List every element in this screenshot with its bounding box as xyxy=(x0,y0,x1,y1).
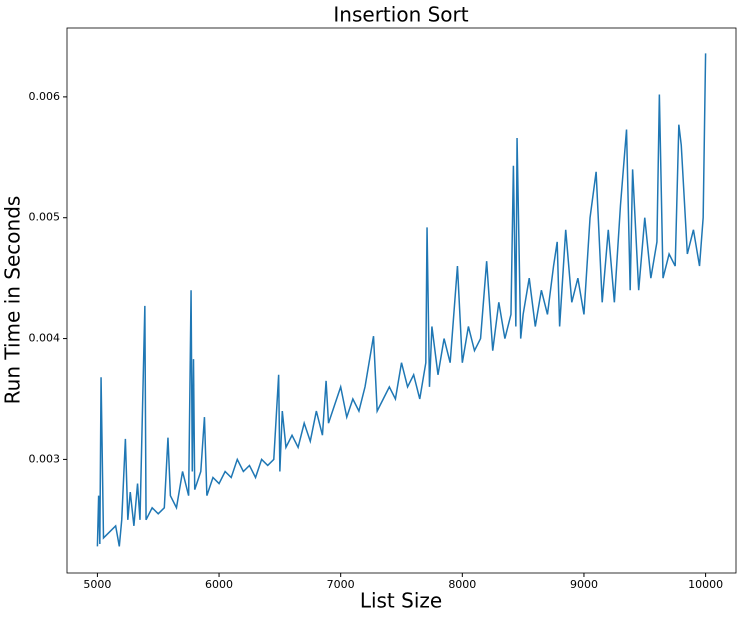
x-tick-label: 6000 xyxy=(205,578,233,591)
x-tick-label: 10000 xyxy=(688,578,723,591)
line xyxy=(96,53,707,547)
x-tick-label: 5000 xyxy=(83,578,111,591)
x-tick-label: 7000 xyxy=(327,578,355,591)
y-tick-label: 0.003 xyxy=(29,452,61,465)
chart-title: Insertion Sort xyxy=(333,3,468,27)
x-tick-label: 9000 xyxy=(570,578,598,591)
plot-frame xyxy=(66,27,737,574)
y-tick-label: 0.005 xyxy=(29,211,61,224)
x-axis-label: List Size xyxy=(360,589,442,613)
x-tick-label: 8000 xyxy=(448,578,476,591)
y-axis-label: Run Time in Seconds xyxy=(1,196,25,405)
y-tick-label: 0.004 xyxy=(29,332,61,345)
y-tick-label: 0.006 xyxy=(29,90,61,103)
